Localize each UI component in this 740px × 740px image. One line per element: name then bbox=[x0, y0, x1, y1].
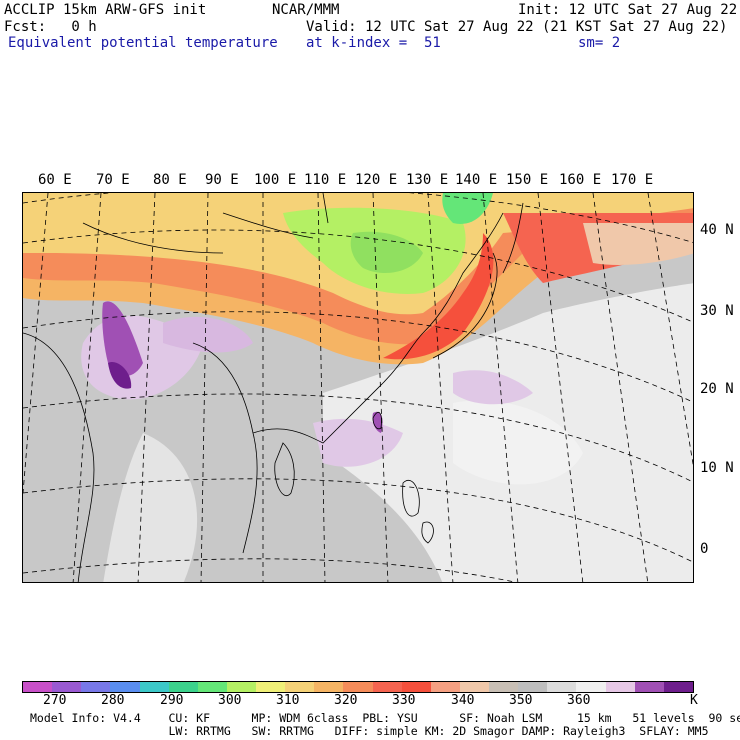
colorbar-label: 300 bbox=[218, 693, 242, 708]
colorbar bbox=[22, 681, 694, 693]
longitude-label: 80 E bbox=[153, 172, 187, 188]
forecast-hour: Fcst: 0 h bbox=[4, 19, 97, 35]
theta-e-field bbox=[23, 193, 693, 582]
colorbar-swatch bbox=[197, 682, 227, 692]
longitude-label: 90 E bbox=[205, 172, 239, 188]
colorbar-swatch bbox=[285, 682, 315, 692]
colorbar-swatch bbox=[459, 682, 489, 692]
colorbar-label: 290 bbox=[160, 693, 184, 708]
colorbar-label: 270 bbox=[43, 693, 67, 708]
colorbar-swatch bbox=[52, 682, 82, 692]
colorbar-unit: K bbox=[690, 693, 698, 708]
longitude-label: 130 E bbox=[406, 172, 449, 188]
colorbar-swatch bbox=[663, 682, 693, 692]
latitude-label: 10 N bbox=[700, 460, 734, 476]
longitude-label: 140 E bbox=[455, 172, 498, 188]
colorbar-swatch bbox=[547, 682, 577, 692]
model-info-line2: LW: RRTMG SW: RRTMG DIFF: simple KM: 2D … bbox=[30, 724, 709, 738]
organization: NCAR/MMM bbox=[272, 2, 340, 18]
colorbar-label: 360 bbox=[567, 693, 591, 708]
longitude-label: 70 E bbox=[96, 172, 130, 188]
colorbar-label: 330 bbox=[392, 693, 416, 708]
valid-time: Valid: 12 UTC Sat 27 Aug 22 (21 KST Sat … bbox=[306, 19, 728, 35]
field-name: Equivalent potential temperature bbox=[8, 35, 278, 51]
k-index: at k-index = 51 bbox=[306, 35, 441, 51]
longitude-label: 100 E bbox=[254, 172, 297, 188]
colorbar-swatch bbox=[489, 682, 519, 692]
model-title: ACCLIP 15km ARW-GFS init bbox=[4, 2, 207, 18]
colorbar-label: 280 bbox=[101, 693, 125, 708]
longitude-label: 170 E bbox=[611, 172, 654, 188]
colorbar-swatch bbox=[226, 682, 256, 692]
longitude-label: 160 E bbox=[559, 172, 602, 188]
colorbar-swatch bbox=[110, 682, 140, 692]
colorbar-label: 350 bbox=[509, 693, 533, 708]
latitude-label: 0 bbox=[700, 541, 709, 557]
colorbar-swatch bbox=[256, 682, 286, 692]
init-time: Init: 12 UTC Sat 27 Aug 22 bbox=[518, 2, 738, 18]
latitude-label: 30 N bbox=[700, 303, 734, 319]
colorbar-swatch bbox=[372, 682, 402, 692]
colorbar-swatch bbox=[576, 682, 606, 692]
colorbar-swatch bbox=[23, 682, 53, 692]
colorbar-swatch bbox=[81, 682, 111, 692]
longitude-label: 110 E bbox=[304, 172, 347, 188]
colorbar-swatch bbox=[634, 682, 664, 692]
longitude-label: 150 E bbox=[506, 172, 549, 188]
latitude-label: 20 N bbox=[700, 381, 734, 397]
latitude-label: 40 N bbox=[700, 222, 734, 238]
colorbar-swatch bbox=[401, 682, 431, 692]
colorbar-swatch bbox=[518, 682, 548, 692]
longitude-label: 60 E bbox=[38, 172, 72, 188]
colorbar-swatch bbox=[343, 682, 373, 692]
model-info-line1: Model Info: V4.4 CU: KF MP: WDM 6class P… bbox=[30, 711, 740, 725]
smoothing: sm= 2 bbox=[578, 35, 621, 51]
colorbar-swatch bbox=[314, 682, 344, 692]
colorbar-swatch bbox=[139, 682, 169, 692]
colorbar-swatch bbox=[605, 682, 635, 692]
colorbar-swatch bbox=[430, 682, 460, 692]
colorbar-label: 320 bbox=[334, 693, 358, 708]
colorbar-label: 340 bbox=[451, 693, 475, 708]
map-panel bbox=[22, 192, 694, 583]
colorbar-label: 310 bbox=[276, 693, 300, 708]
longitude-label: 120 E bbox=[355, 172, 398, 188]
colorbar-swatch bbox=[168, 682, 198, 692]
